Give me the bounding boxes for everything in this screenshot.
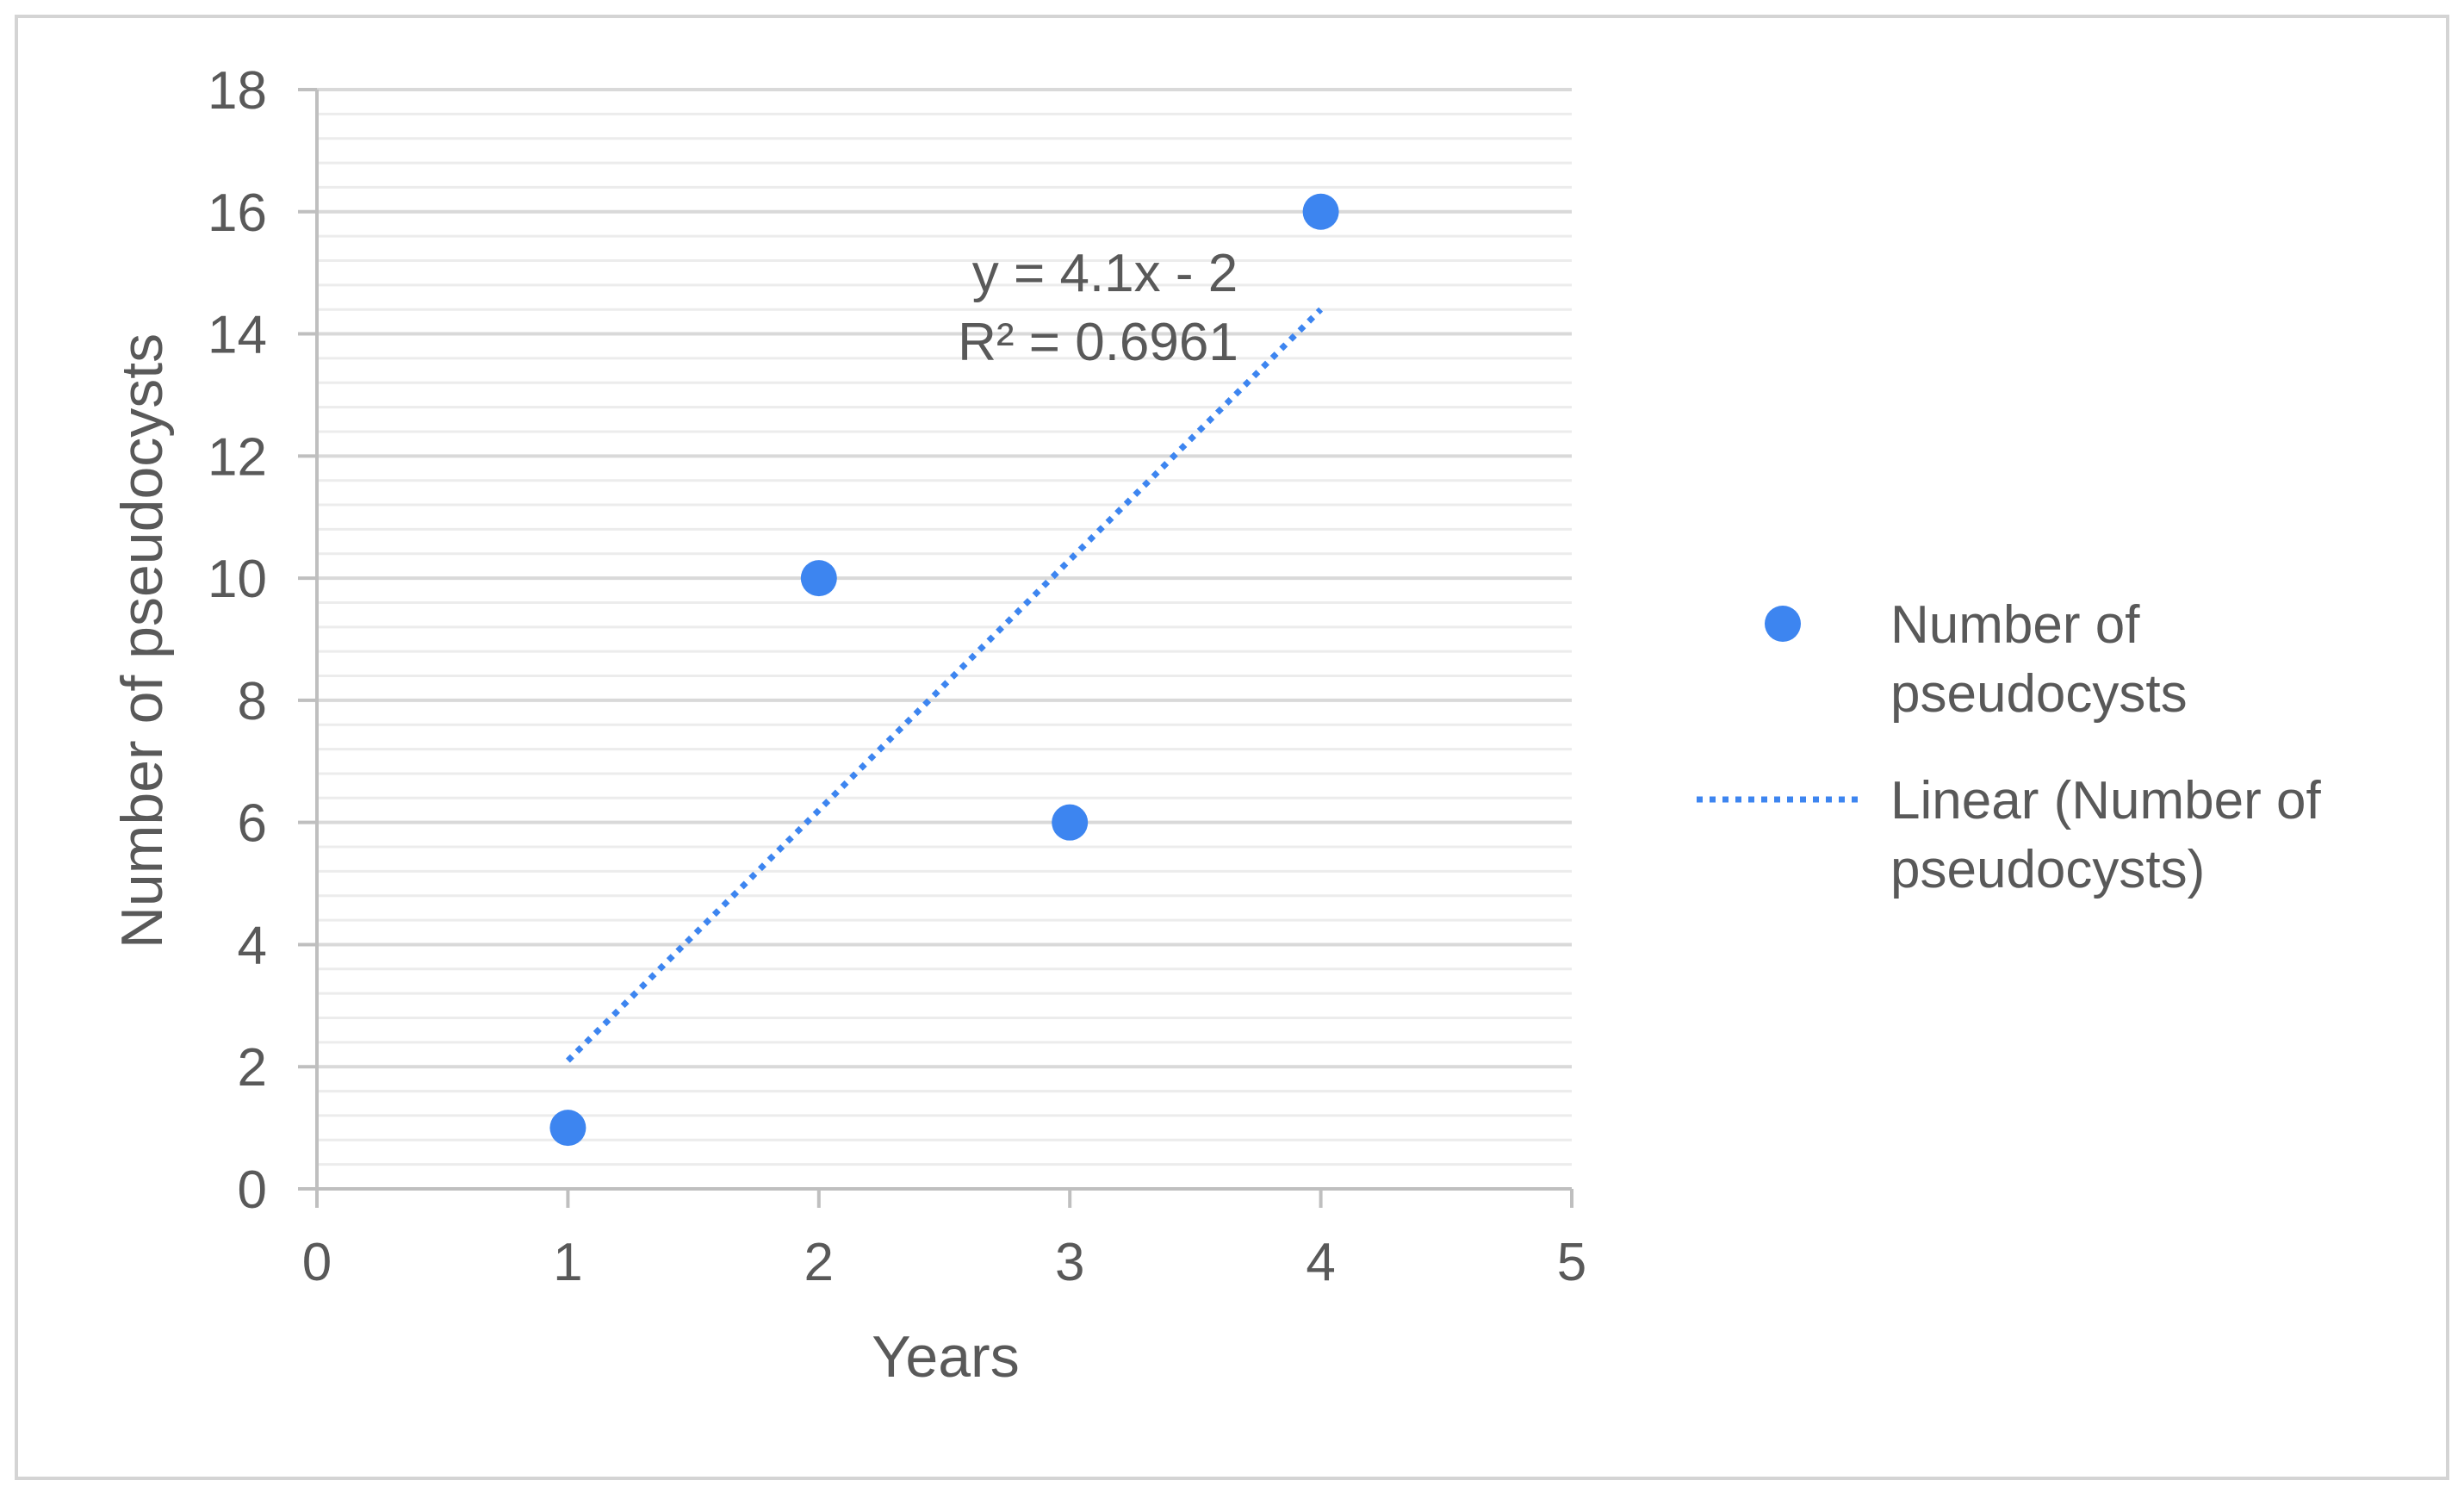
x-tick-label: 2	[804, 1233, 834, 1292]
data-point	[549, 1110, 587, 1147]
legend-item-trendline: Linear (Number of pseudocysts)	[1697, 771, 2321, 899]
x-tick-label: 5	[1557, 1233, 1586, 1292]
y-tick-labels: 0 2 4 6 8 10 12 14 16 18	[208, 61, 267, 1220]
y-tick-label: 14	[208, 306, 267, 365]
y-tick-label: 16	[208, 183, 267, 243]
y-tick-label: 12	[208, 427, 267, 487]
data-point	[1302, 193, 1339, 230]
legend-trendline-label-line2: pseudocysts)	[1890, 840, 2205, 899]
y-tick-label: 4	[238, 916, 267, 975]
x-axis-label: Years	[872, 1324, 1019, 1390]
trendline-layer	[565, 307, 1324, 1063]
y-tick-label: 6	[238, 794, 267, 854]
legend-series-label-line1: Number of	[1890, 595, 2140, 655]
legend-marker-circle-icon	[1765, 606, 1801, 642]
data-point	[800, 560, 837, 597]
x-tick-label: 1	[553, 1233, 582, 1292]
y-axis-label: Number of pseudocysts	[109, 333, 175, 949]
legend: Number of pseudocysts Linear (Number of …	[1697, 595, 2321, 899]
minor-grid	[317, 112, 1572, 1166]
y-tick-label: 18	[208, 61, 267, 121]
axes	[298, 88, 1573, 1208]
major-grid	[317, 88, 1572, 1069]
x-tick-label: 4	[1306, 1233, 1335, 1292]
y-tick-label: 10	[208, 550, 267, 609]
y-tick-label: 0	[238, 1160, 267, 1220]
legend-series-label-line2: pseudocysts	[1890, 664, 2188, 724]
y-tick-label: 8	[238, 672, 267, 731]
x-tick-label: 0	[302, 1233, 332, 1292]
legend-trendline-label-line1: Linear (Number of	[1890, 771, 2321, 830]
x-tick-labels: 0 1 2 3 4 5	[302, 1233, 1586, 1292]
data-point	[1052, 804, 1089, 841]
x-tick-label: 3	[1055, 1233, 1084, 1292]
trendline-equation: y = 4.1x - 2	[972, 244, 1238, 303]
trendline-r-squared: R² = 0.6961	[958, 313, 1238, 372]
trendline	[565, 307, 1324, 1063]
legend-item-series: Number of pseudocysts	[1765, 595, 2188, 724]
points-layer	[549, 193, 1339, 1147]
y-tick-label: 2	[238, 1038, 267, 1098]
